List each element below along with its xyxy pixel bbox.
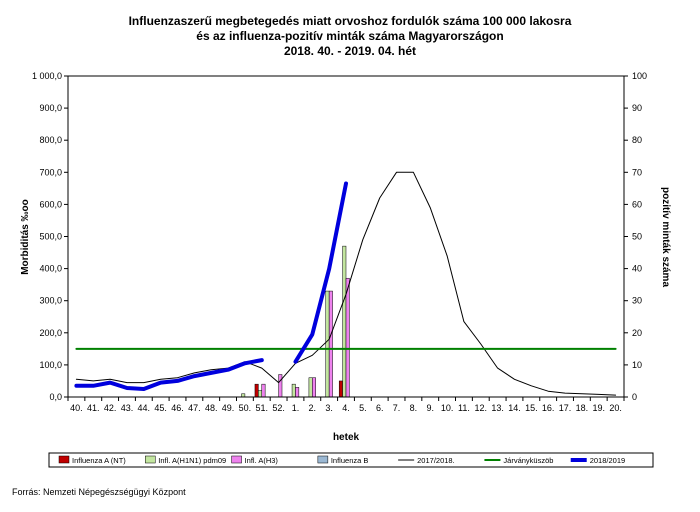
x-tick-label: 14. [508, 403, 521, 413]
bar-infl-a-h1n1-pdm09 [325, 290, 330, 398]
bar-influenza-a-nt- [254, 383, 259, 398]
chart-title: Influenzaszerű megbetegedés miatt orvosh… [0, 14, 700, 59]
x-tick-label: 16. [542, 403, 555, 413]
y-right-tick-label: 70 [632, 167, 642, 177]
chart-title-line-3: 2018. 40. - 2019. 04. hét [283, 44, 417, 58]
y-left-tick-label: 300,0 [39, 296, 62, 306]
x-tick-label: 6. [376, 403, 384, 413]
y-left-tick-label: 400,0 [39, 264, 62, 274]
bar-infl-a-h3- [278, 374, 283, 398]
line-series-0 [75, 171, 617, 396]
chart-title-line-1: Influenzaszerű megbetegedés miatt orvosh… [128, 14, 572, 28]
legend-label: Infl. A(H3) [245, 456, 279, 465]
y-left-tick-label: 800,0 [39, 135, 62, 145]
x-tick-label: 15. [525, 403, 538, 413]
x-tick-label: 9. [426, 403, 434, 413]
x-tick-label: 42. [104, 403, 117, 413]
x-tick-label: 46. [171, 403, 184, 413]
y-right-tick-label: 40 [632, 264, 642, 274]
y-left-tick-label: 700,0 [39, 167, 62, 177]
legend-label: 2018/2019 [590, 456, 625, 465]
x-tick-label: 19. [592, 403, 605, 413]
legend-label: 2017/2018. [417, 456, 455, 465]
y-left-tick-label: 100,0 [39, 360, 62, 370]
x-axis-label: hetek [333, 432, 360, 443]
x-tick-label: 45. [154, 403, 167, 413]
line-series-2 [74, 181, 348, 391]
y-left-tick-label: 1 000,0 [32, 71, 62, 81]
x-tick-label: 3. [325, 403, 333, 413]
bar-infl-a-h3- [261, 383, 266, 398]
x-tick-label: 1. [292, 403, 300, 413]
bar-infl-a-h3- [312, 377, 316, 398]
y-right-tick-label: 30 [632, 296, 642, 306]
bar-infl-a-h3- [295, 387, 300, 398]
bar-infl-a-h1n1-pdm09 [342, 245, 347, 398]
x-tick-label: 48. [205, 403, 218, 413]
legend-label: Influenza B [331, 456, 369, 465]
x-tick-label: 8. [410, 403, 418, 413]
y-axis-right-label: pozitív minták száma [660, 187, 671, 287]
legend-frame [48, 452, 654, 468]
x-tick-label: 47. [188, 403, 201, 413]
bar-influenza-a-nt- [338, 380, 343, 398]
x-tick-label: 49. [222, 403, 235, 413]
bar-infl-a-h1n1-pdm09 [291, 383, 296, 398]
legend-label: Infl. A(H1N1) pdm09 [158, 456, 226, 465]
x-tick-label: 44. [138, 403, 151, 413]
x-tick-label: 41. [87, 403, 100, 413]
x-tick-label: 7. [393, 403, 401, 413]
bars [241, 245, 350, 398]
legend-swatch [317, 455, 329, 464]
y-right-tick-label: 100 [632, 71, 647, 81]
x-tick-label: 43. [121, 403, 134, 413]
y-axis-left-label: Morbiditás ‰oo [20, 199, 31, 275]
x-tick-label: 52. [272, 403, 285, 413]
legend-swatch [58, 455, 70, 464]
x-tick-label: 40. [70, 403, 83, 413]
x-tick-label: 11. [458, 403, 470, 413]
y-left-tick-label: 600,0 [39, 199, 62, 209]
bar-infl-a-h3- [328, 290, 333, 398]
x-tick-label: 12. [475, 403, 488, 413]
y-left-tick-label: 900,0 [39, 103, 62, 113]
x-tick-label: 4. [342, 403, 350, 413]
y-right-tick-label: 60 [632, 199, 642, 209]
y-left-tick-label: 0,0 [49, 392, 62, 402]
y-right-tick-label: 80 [632, 135, 642, 145]
y-right-tick-label: 20 [632, 328, 642, 338]
y-left-tick-label: 200,0 [39, 328, 62, 338]
bar-infl-a-h1n1-pdm09 [258, 390, 263, 398]
bar-infl-a-h3- [345, 277, 350, 398]
bar-infl-a-h1n1-pdm09 [308, 377, 313, 398]
lines [74, 171, 617, 396]
y-right-tick-label: 50 [632, 232, 642, 242]
x-tick-label: 20. [609, 403, 622, 413]
legend-label: Influenza A (NT) [72, 456, 126, 465]
legend: Influenza A (NT) Infl. A(H1N1) pdm09 Infl.… [48, 452, 654, 468]
x-tick-label: 10. [441, 403, 454, 413]
legend-swatch [231, 455, 242, 464]
x-tick-label: 13. [491, 403, 504, 413]
legend-swatch [145, 455, 156, 464]
y-right-tick-label: 10 [632, 360, 642, 370]
x-tick-label: 51. [255, 403, 268, 413]
x-tick-label: 17. [559, 403, 572, 413]
y-right-tick-label: 90 [632, 103, 642, 113]
chart-title-line-2: és az influenza-pozitív minták száma Mag… [196, 29, 504, 43]
axes: 0,0 100,0 200,0 300,0 400,0 500,0 600,0 700,0 80… [32, 71, 647, 413]
legend-label: Járványküszöb [503, 456, 553, 465]
x-tick-label: 2. [309, 403, 317, 413]
x-tick-label: 5. [359, 403, 367, 413]
x-tick-label: 18. [576, 403, 589, 413]
x-tick-label: 50. [239, 403, 252, 413]
y-left-tick-label: 500,0 [39, 232, 62, 242]
y-right-tick-label: 0 [632, 392, 637, 402]
source-note: Forrás: Nemzeti Népegészségügyi Központ [12, 487, 186, 497]
